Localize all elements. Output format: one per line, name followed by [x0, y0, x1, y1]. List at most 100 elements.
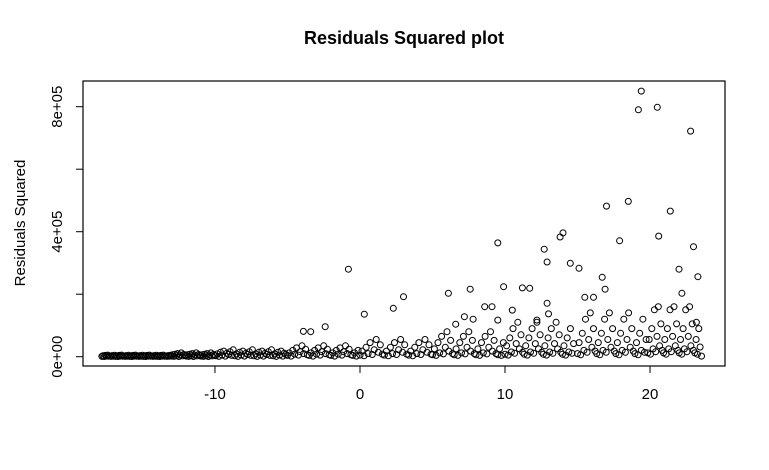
data-point — [620, 315, 628, 323]
data-point — [666, 306, 674, 314]
data-point — [447, 336, 455, 344]
data-point — [539, 350, 547, 358]
data-point — [650, 306, 658, 314]
data-point — [669, 332, 677, 340]
data-point — [558, 350, 566, 358]
data-point — [458, 349, 465, 357]
data-point — [483, 350, 491, 358]
data-point — [541, 342, 549, 350]
data-point — [430, 345, 438, 353]
data-point — [501, 350, 509, 358]
data-point — [321, 323, 329, 331]
data-point — [533, 316, 541, 324]
data-point — [494, 239, 502, 247]
data-point — [641, 348, 648, 356]
data-point — [590, 293, 597, 301]
data-point — [520, 350, 528, 358]
data-point — [374, 348, 382, 356]
data-point — [645, 336, 653, 343]
data-point — [511, 349, 519, 357]
data-point — [667, 348, 675, 356]
data-point — [461, 350, 469, 358]
data-point — [485, 343, 493, 351]
data-point — [692, 336, 700, 343]
data-point — [417, 351, 425, 358]
data-point — [463, 343, 471, 351]
data-point — [593, 350, 601, 358]
data-point — [607, 343, 615, 351]
data-point — [540, 245, 548, 253]
data-point — [452, 345, 460, 353]
data-point — [411, 343, 419, 351]
data-point — [342, 342, 349, 350]
data-point — [696, 343, 704, 351]
data-point — [631, 350, 639, 358]
data-point — [677, 336, 684, 343]
data-point — [531, 340, 539, 348]
data-point — [536, 331, 544, 339]
data-point — [604, 336, 612, 343]
data-point — [605, 309, 613, 317]
data-point — [639, 315, 647, 323]
data-point — [487, 328, 494, 336]
data-point — [460, 313, 468, 321]
data-point — [527, 348, 534, 356]
data-point — [653, 332, 661, 340]
data-point — [490, 336, 498, 344]
data-point — [549, 349, 557, 357]
data-point — [518, 284, 526, 292]
data-point — [415, 339, 423, 347]
data-point — [694, 273, 702, 281]
data-point — [663, 325, 671, 333]
data-point — [384, 352, 392, 360]
data-point — [368, 351, 376, 358]
data-point — [586, 309, 594, 317]
data-point — [673, 320, 681, 328]
data-point — [354, 346, 362, 354]
data-point — [690, 243, 697, 251]
data-point — [514, 318, 522, 326]
data-point — [582, 315, 589, 323]
data-point — [678, 289, 686, 297]
y-tick-label: 4e+05 — [49, 211, 66, 253]
data-point — [559, 229, 567, 237]
data-point — [366, 339, 374, 347]
data-point — [552, 318, 560, 326]
data-point — [594, 339, 602, 347]
data-point — [616, 237, 624, 245]
data-point — [575, 339, 583, 347]
data-point — [628, 325, 636, 333]
data-point — [362, 343, 370, 351]
data-point — [389, 350, 396, 358]
data-point — [512, 340, 520, 348]
data-point — [637, 87, 645, 95]
data-point — [686, 303, 694, 311]
data-point — [679, 325, 687, 333]
data-point — [358, 347, 366, 355]
data-point — [687, 127, 695, 135]
data-point — [444, 289, 452, 297]
data-point — [503, 342, 511, 350]
data-point — [695, 325, 703, 333]
data-point — [625, 309, 633, 317]
data-point — [380, 351, 388, 359]
data-point — [399, 348, 407, 356]
data-point — [692, 318, 700, 326]
data-points — [98, 87, 705, 360]
plot-frame — [82, 80, 726, 367]
data-point — [421, 336, 429, 343]
data-point — [481, 332, 489, 340]
data-point — [670, 303, 678, 311]
data-point — [488, 303, 496, 311]
data-point — [546, 348, 554, 356]
data-point — [197, 352, 205, 360]
data-point — [423, 348, 431, 356]
data-point — [436, 349, 444, 357]
data-point — [405, 351, 413, 359]
data-point — [624, 197, 632, 205]
data-point — [165, 352, 173, 360]
chart-title: Residuals Squared plot — [304, 28, 504, 48]
data-point — [566, 259, 574, 267]
data-point — [360, 310, 368, 318]
